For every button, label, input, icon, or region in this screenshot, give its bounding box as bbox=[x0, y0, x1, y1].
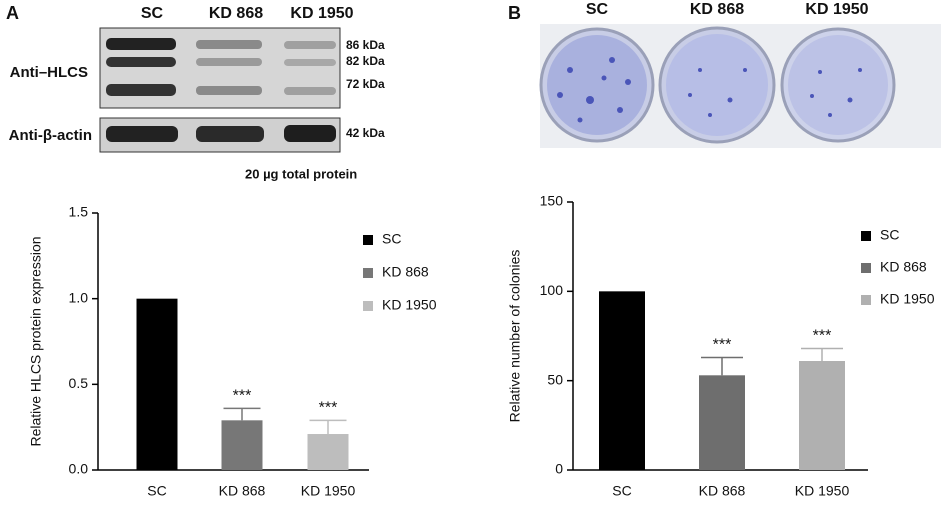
x-tick-label: SC bbox=[147, 483, 166, 499]
row-label: Anti–HLCS bbox=[10, 64, 88, 81]
legend-swatch bbox=[861, 295, 871, 305]
legend-swatch bbox=[861, 231, 871, 241]
y-tick-label: 50 bbox=[547, 371, 563, 387]
legend-label: KD 1950 bbox=[382, 297, 437, 313]
x-tick-label: KD 1950 bbox=[795, 483, 850, 499]
significance: *** bbox=[813, 328, 832, 345]
legend-swatch bbox=[363, 235, 373, 245]
colony-photo bbox=[539, 24, 941, 148]
bar bbox=[136, 298, 178, 470]
row-label: Anti-β-actin bbox=[9, 127, 92, 144]
marker-label: 82 kDa bbox=[346, 54, 385, 68]
blot-image bbox=[99, 27, 341, 153]
lane-label: KD 868 bbox=[690, 1, 744, 18]
significance: *** bbox=[713, 337, 732, 354]
lane-label: KD 1950 bbox=[290, 5, 353, 22]
y-tick-label: 0.0 bbox=[69, 461, 89, 477]
legend-label: KD 868 bbox=[382, 264, 429, 280]
lane-label: SC bbox=[141, 5, 164, 22]
significance: *** bbox=[319, 400, 338, 417]
y-tick-label: 0.5 bbox=[69, 375, 89, 391]
panel-label: B bbox=[508, 3, 521, 23]
y-axis-label: Relative number of colonies bbox=[507, 250, 523, 423]
bar bbox=[699, 375, 745, 470]
y-tick-label: 0 bbox=[555, 461, 563, 477]
x-tick-label: KD 868 bbox=[699, 483, 746, 499]
marker-label: 42 kDa bbox=[346, 126, 385, 140]
lane-label: SC bbox=[586, 1, 609, 18]
legend-label: KD 868 bbox=[880, 259, 927, 275]
legend-swatch bbox=[363, 301, 373, 311]
marker-label: 86 kDa bbox=[346, 38, 385, 52]
y-axis-label: Relative HLCS protein expression bbox=[28, 236, 44, 446]
y-tick-label: 100 bbox=[540, 282, 564, 298]
x-tick-label: KD 1950 bbox=[301, 483, 356, 499]
x-tick-label: SC bbox=[612, 483, 631, 499]
lane-label: KD 1950 bbox=[805, 1, 868, 18]
panel-label: A bbox=[6, 3, 19, 23]
bar bbox=[599, 291, 645, 470]
bar bbox=[221, 420, 263, 470]
x-tick-label: KD 868 bbox=[219, 483, 266, 499]
legend-label: SC bbox=[880, 227, 899, 243]
bar bbox=[307, 434, 349, 470]
y-tick-label: 1.5 bbox=[69, 204, 89, 220]
legend-label: SC bbox=[382, 231, 401, 247]
legend-label: KD 1950 bbox=[880, 291, 935, 307]
y-tick-label: 150 bbox=[540, 193, 564, 209]
bar bbox=[799, 361, 845, 470]
marker-label: 72 kDa bbox=[346, 77, 385, 91]
y-tick-label: 1.0 bbox=[69, 289, 89, 305]
legend-swatch bbox=[363, 268, 373, 278]
lane-label: KD 868 bbox=[209, 5, 263, 22]
note: 20 µg total protein bbox=[245, 166, 357, 181]
significance: *** bbox=[233, 388, 252, 405]
legend-swatch bbox=[861, 263, 871, 273]
